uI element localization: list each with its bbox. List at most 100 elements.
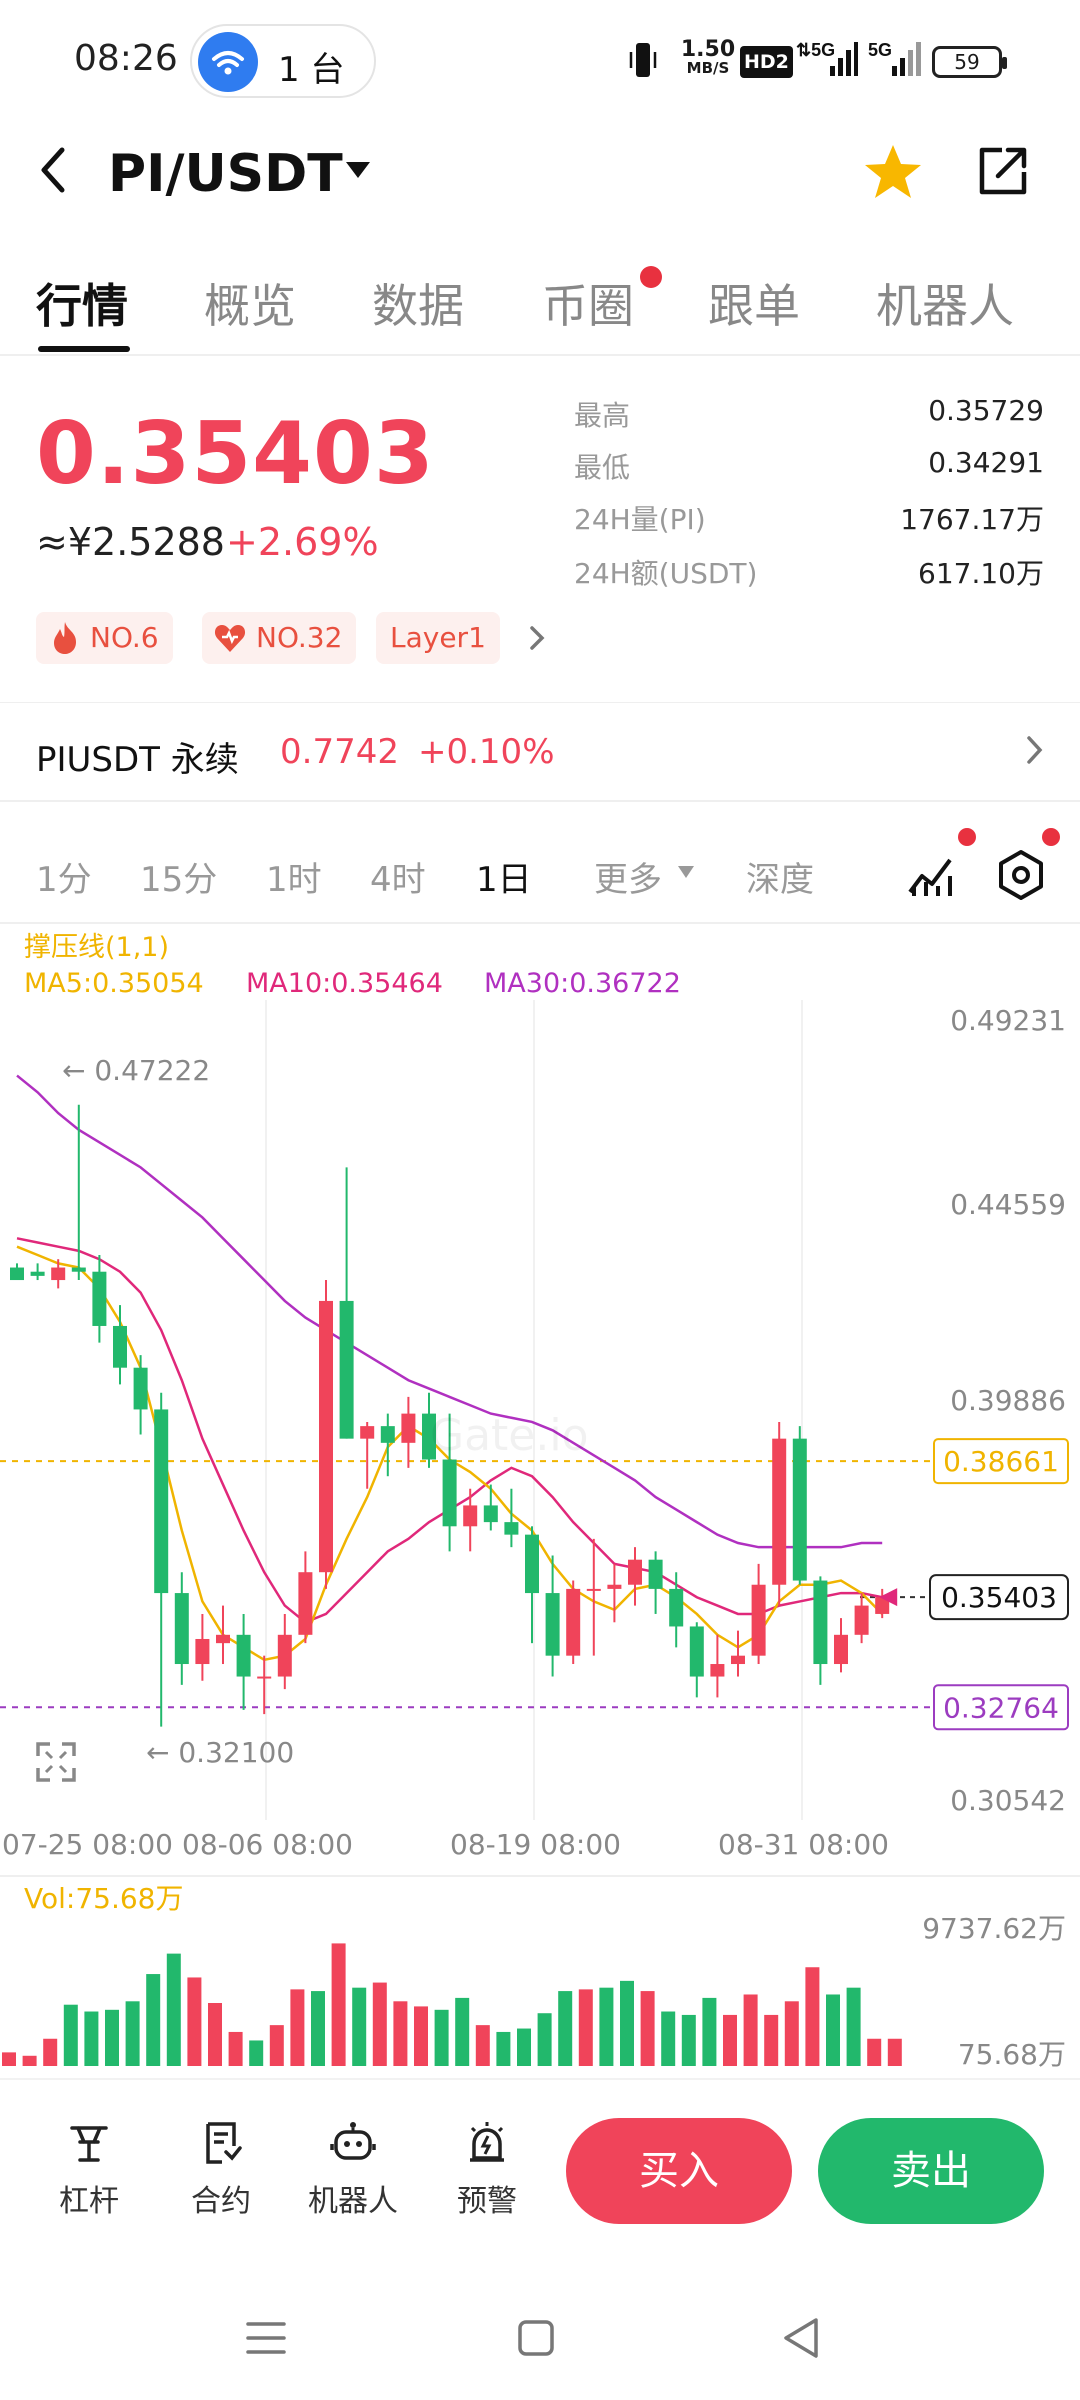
volume-bar [723, 2014, 737, 2066]
interval-more[interactable]: 更多 [594, 860, 662, 900]
candle [319, 1280, 333, 1589]
pair-title[interactable]: PI/USDT [108, 144, 343, 204]
chevron-right-icon[interactable] [522, 620, 552, 656]
interval-1h[interactable]: 1时 [266, 860, 322, 900]
candle [298, 1551, 313, 1644]
cny-price: ≈¥2.5288 [36, 520, 225, 564]
interval-4h[interactable]: 4时 [370, 860, 426, 900]
volume-bar [311, 1991, 325, 2066]
buy-button[interactable]: 买入 [566, 2118, 792, 2224]
volume-min-label: 75.68万 [958, 2038, 1066, 2070]
candle [174, 1572, 189, 1685]
candle-body [360, 1426, 375, 1439]
chevron-right-icon[interactable] [1020, 728, 1050, 772]
caret-down-icon[interactable] [676, 864, 696, 880]
svg-text:⇅5G: ⇅5G [796, 40, 835, 60]
perpetual-label[interactable]: PIUSDT 永续 [36, 740, 239, 780]
ma5-legend: MA5:0.35054 [24, 968, 204, 999]
tab-copy-trade[interactable]: 跟单 [708, 279, 800, 333]
sell-button[interactable]: 卖出 [818, 2118, 1044, 2224]
interval-1d[interactable]: 1日 [476, 860, 532, 900]
volume-bar [352, 1987, 367, 2066]
volume-bar [620, 1980, 634, 2066]
stat-low-label: 最低 [574, 451, 631, 484]
candle [113, 1305, 127, 1385]
x-tick-label: 08-19 08:00 [450, 1828, 621, 1861]
nav-leverage[interactable]: 杠杆 [34, 2120, 144, 2220]
menu-icon[interactable] [236, 2310, 296, 2366]
volume-bar [805, 1967, 820, 2066]
x-tick-label: 08-31 08:00 [718, 1828, 889, 1861]
last-price: 0.35403 [36, 404, 435, 504]
hotspot-pill[interactable]: 1 台 [190, 24, 376, 98]
caret-down-icon[interactable] [340, 150, 376, 190]
volume-bar [290, 1989, 305, 2066]
volume-bar [63, 2004, 78, 2066]
svg-text:0.32764: 0.32764 [943, 1691, 1059, 1724]
candle-body [195, 1638, 210, 1665]
tag-heart-rank[interactable]: NO.32 [202, 612, 357, 664]
volume-bar [743, 1994, 758, 2066]
nav-alert[interactable]: 预警 [432, 2120, 542, 2220]
candle [422, 1392, 436, 1468]
tab-market[interactable]: 行情 [36, 279, 128, 333]
candle-body [277, 1634, 292, 1677]
volume-bar [537, 2013, 552, 2066]
volume-bar [784, 2001, 799, 2066]
candle-body [628, 1559, 642, 1585]
tab-overview[interactable]: 概览 [204, 279, 296, 333]
notification-dot [640, 266, 662, 288]
fire-icon [48, 620, 82, 673]
candle-body [710, 1664, 725, 1677]
nav-contract[interactable]: 合约 [166, 2120, 276, 2220]
home-icon[interactable] [506, 2310, 566, 2366]
ma30-line [16, 1074, 883, 1549]
alert-icon [470, 2122, 504, 2162]
volume-bar [43, 2038, 58, 2066]
tag-hot-rank[interactable]: NO.6 [36, 612, 173, 664]
tab-bots[interactable]: 机器人 [876, 279, 1014, 333]
nav-bots[interactable]: 机器人 [298, 2120, 408, 2220]
interval-15m[interactable]: 15分 [140, 860, 218, 900]
back-arrow-icon[interactable] [30, 140, 80, 200]
volume-bar [578, 1989, 593, 2066]
candle-body [113, 1325, 127, 1368]
candle [731, 1630, 745, 1677]
divider [0, 922, 1080, 924]
stat-volume-label: 24H量(PI) [574, 503, 706, 536]
candle [92, 1255, 107, 1343]
high-marker: ← 0.47222 [62, 1054, 210, 1087]
candle-body [71, 1267, 86, 1272]
candlestick-chart[interactable]: 撑压线(1,1) MA5:0.35054 MA10:0.35464 MA30:0… [0, 930, 1080, 2070]
candle [586, 1538, 601, 1656]
star-icon[interactable] [860, 140, 926, 206]
stat-high-value: 0.35729 [928, 394, 1044, 427]
candle [401, 1396, 416, 1468]
perpetual-change: +0.10% [418, 732, 555, 772]
y-tick-label: 0.39886 [950, 1384, 1066, 1417]
candle [30, 1263, 45, 1281]
settings-icon[interactable] [992, 846, 1050, 904]
tag-category[interactable]: Layer1 [376, 612, 500, 664]
share-icon[interactable] [974, 144, 1030, 200]
tab-community[interactable]: 币圈 [542, 279, 634, 333]
volume-bar [640, 1991, 655, 2066]
svg-text:0.38661: 0.38661 [943, 1445, 1059, 1478]
indicator-label: 撑压线(1,1) [24, 932, 169, 963]
volume-bar [661, 2011, 676, 2066]
chart-indicator-icon[interactable] [904, 848, 956, 900]
candle [10, 1263, 24, 1281]
candle-body [792, 1438, 807, 1581]
contract-icon [206, 2122, 242, 2164]
tab-data[interactable]: 数据 [372, 279, 464, 333]
back-triangle-icon[interactable] [772, 2310, 832, 2366]
fullscreen-icon[interactable] [36, 1742, 76, 1782]
divider [0, 2078, 1080, 2080]
candle-body [483, 1505, 498, 1523]
volume-bar [166, 1953, 181, 2066]
status-time: 08:26 [74, 38, 178, 79]
interval-depth[interactable]: 深度 [746, 860, 814, 900]
interval-1m[interactable]: 1分 [36, 860, 92, 900]
candle-body [813, 1580, 828, 1665]
signal-icon-1: ⇅5G [796, 38, 858, 80]
